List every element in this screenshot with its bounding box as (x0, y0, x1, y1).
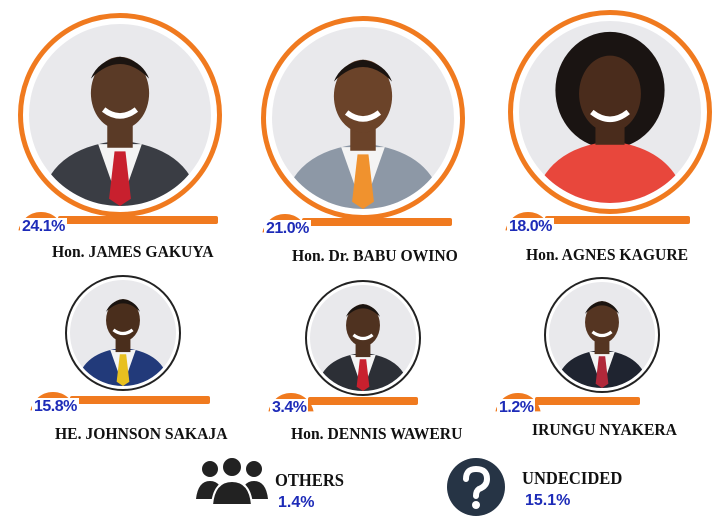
candidate-photo (29, 24, 211, 206)
candidate-photo-frame (544, 277, 660, 393)
candidate-photo (519, 21, 701, 203)
undecided-label: UNDECIDED (522, 468, 623, 488)
percentage-badge: 3.4% (268, 393, 418, 423)
candidate-name: Hon. Dr. BABU OWINO (292, 246, 458, 265)
vote-percentage: 24.1% (20, 218, 67, 236)
candidate-photo-frame (261, 16, 465, 220)
percentage-badge: 21.0% (262, 214, 452, 244)
vote-percentage: 15.8% (32, 398, 79, 416)
undecided-percentage: 15.1% (525, 492, 571, 509)
candidate-name: Hon. DENNIS WAWERU (291, 424, 463, 443)
vote-percentage: 3.4% (270, 399, 309, 417)
vote-share-bar (308, 397, 418, 405)
candidate-photo (272, 27, 454, 209)
percentage-badge: 1.2% (495, 393, 640, 423)
vote-share-bar (70, 396, 210, 404)
vote-share-bar (302, 218, 452, 226)
candidate-photo (310, 285, 416, 391)
candidate-photo-frame (305, 280, 421, 396)
candidate-photo (549, 282, 655, 388)
candidate-name: Hon. AGNES KAGURE (526, 245, 689, 264)
percentage-badge: 24.1% (18, 212, 218, 242)
percentage-badge: 15.8% (30, 392, 210, 422)
candidate-photo-frame (18, 13, 222, 217)
others-label: OTHERS (275, 470, 345, 490)
vote-percentage: 18.0% (507, 218, 554, 236)
candidate-photo-frame (65, 275, 181, 391)
question-mark-icon (446, 457, 506, 517)
vote-share-bar (535, 397, 640, 405)
vote-percentage: 21.0% (264, 220, 311, 238)
vote-share-bar (545, 216, 690, 224)
vote-share-bar (58, 216, 218, 224)
candidate-photo (70, 280, 176, 386)
percentage-badge: 18.0% (505, 212, 690, 242)
candidate-name: Hon. JAMES GAKUYA (52, 242, 214, 261)
people-group-icon (196, 455, 268, 506)
vote-percentage: 1.2% (497, 399, 536, 417)
candidate-photo-frame (508, 10, 712, 214)
candidate-name: IRUNGU NYAKERA (532, 420, 677, 439)
others-percentage: 1.4% (278, 494, 315, 511)
candidate-name: HE. JOHNSON SAKAJA (55, 424, 228, 443)
